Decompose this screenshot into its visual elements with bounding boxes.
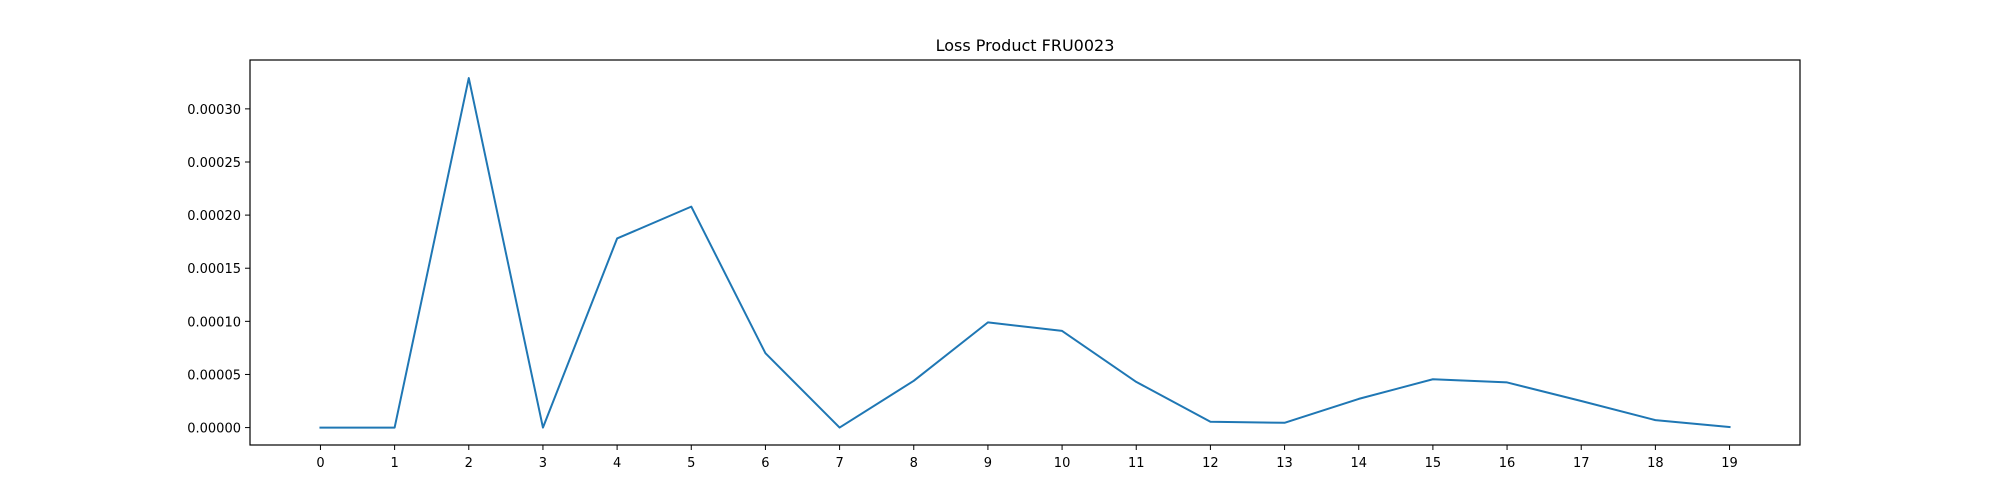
x-tick-label: 16 — [1499, 456, 1516, 471]
x-tick-label: 9 — [984, 456, 992, 471]
y-tick-label: 0.00025 — [187, 156, 241, 171]
x-tick-label: 2 — [465, 456, 473, 471]
x-tick-label: 14 — [1350, 456, 1367, 471]
x-tick-label: 7 — [835, 456, 843, 471]
chart-title: Loss Product FRU0023 — [936, 36, 1115, 55]
x-tick-label: 13 — [1276, 456, 1293, 471]
x-tick-label: 17 — [1573, 456, 1590, 471]
x-tick-label: 15 — [1425, 456, 1442, 471]
series-group — [319, 77, 1731, 429]
y-tick-label: 0.00020 — [187, 209, 241, 224]
axes: 0 1 2 3 4 5 6 7 8 9 10 11 12 13 14 15 16 17 18 190.000000.0… — [187, 103, 1738, 471]
x-tick-label: 0 — [316, 456, 324, 471]
x-tick-label: 6 — [761, 456, 769, 471]
y-tick-label: 0.00015 — [187, 262, 241, 277]
y-tick-label: 0.00000 — [187, 422, 241, 437]
x-tick-label: 5 — [687, 456, 695, 471]
x-tick-label: 3 — [539, 456, 547, 471]
x-tick-label: 1 — [390, 456, 398, 471]
y-tick-label: 0.00030 — [187, 103, 241, 118]
x-tick-label: 12 — [1202, 456, 1219, 471]
y-tick-label: 0.00005 — [187, 368, 241, 383]
x-tick-label: 19 — [1721, 456, 1738, 471]
x-tick-label: 18 — [1647, 456, 1664, 471]
x-tick-label: 4 — [613, 456, 621, 471]
plot-area-frame — [249, 59, 1801, 446]
x-tick-label: 10 — [1054, 456, 1071, 471]
x-tick-label: 11 — [1128, 456, 1145, 471]
x-tick-label: 8 — [910, 456, 918, 471]
series-line — [319, 77, 1731, 429]
y-tick-label: 0.00010 — [187, 315, 241, 330]
